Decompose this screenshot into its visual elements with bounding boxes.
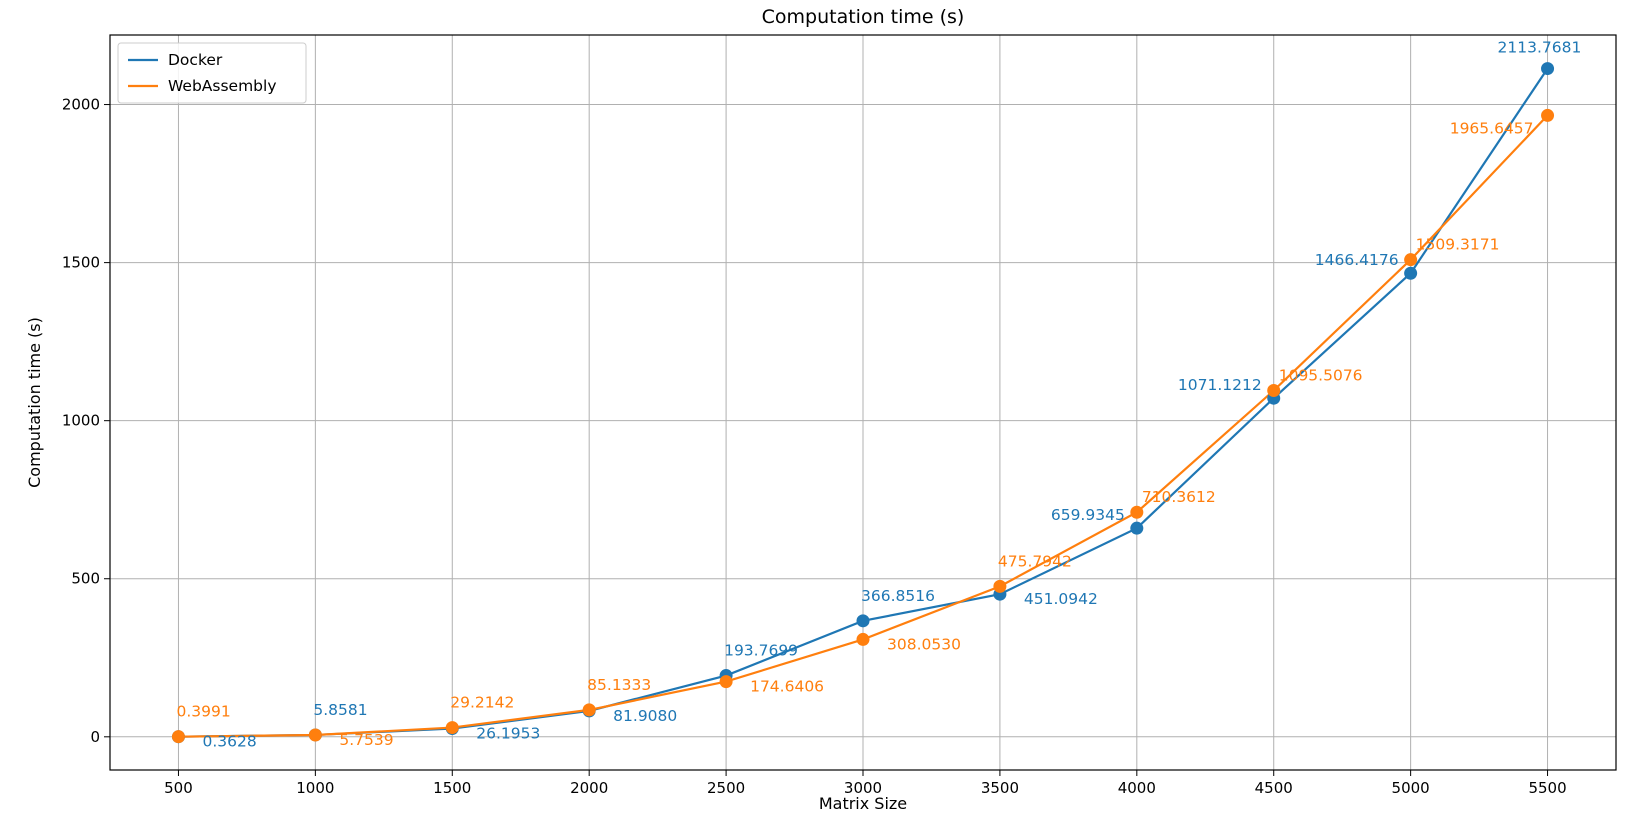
data-label-docker: 1466.4176 (1315, 251, 1399, 269)
x-tick-label: 4500 (1255, 779, 1293, 797)
data-labels: 0.3628 0.3991 5.8581 5.7539 26.1953 29.2142 81… (176, 39, 1581, 751)
x-tick-label: 3500 (981, 779, 1019, 797)
y-axis-ticks: 0 500 1000 1500 2000 (62, 96, 110, 746)
data-label-webassembly: 1509.3171 (1416, 236, 1500, 254)
data-label-docker: 1071.1212 (1178, 376, 1262, 394)
data-label-docker: 81.9080 (613, 707, 677, 725)
x-tick-label: 2000 (570, 779, 608, 797)
data-point-webassembly (856, 632, 870, 646)
y-tick-label: 1500 (62, 254, 100, 272)
data-label-docker: 2113.7681 (1498, 39, 1582, 57)
x-tick-label: 1000 (296, 779, 334, 797)
data-label-docker: 659.9345 (1051, 506, 1125, 524)
data-point-webassembly (171, 730, 185, 744)
data-point-docker (1404, 266, 1418, 280)
legend-box (117, 42, 307, 104)
legend-label-webassembly: WebAssembly (168, 77, 277, 95)
data-label-webassembly: 475.7942 (998, 552, 1072, 570)
x-tick-label: 4000 (1118, 779, 1156, 797)
data-label-docker: 5.8581 (313, 701, 367, 719)
data-point-webassembly (1130, 505, 1144, 519)
data-label-docker: 26.1953 (476, 725, 540, 743)
series-markers (171, 62, 1555, 744)
data-point-docker (856, 614, 870, 628)
data-label-docker: 451.0942 (1024, 590, 1098, 608)
chart-title: Computation time (s) (762, 6, 965, 28)
data-label-webassembly: 174.6406 (750, 678, 824, 696)
data-point-docker (1541, 62, 1555, 76)
x-tick-label: 5500 (1528, 779, 1566, 797)
data-label-webassembly: 1965.6457 (1450, 119, 1534, 137)
data-point-docker (1130, 521, 1144, 535)
data-label-docker: 366.8516 (861, 587, 935, 605)
data-label-webassembly: 0.3991 (176, 703, 230, 721)
data-point-webassembly (993, 579, 1007, 593)
legend: Docker WebAssembly (117, 42, 307, 104)
x-tick-label: 3000 (844, 779, 882, 797)
data-label-webassembly: 29.2142 (450, 694, 514, 712)
data-label-webassembly: 1095.5076 (1279, 366, 1363, 384)
x-tick-label: 1500 (433, 779, 471, 797)
data-label-webassembly: 5.7539 (339, 731, 393, 749)
data-point-webassembly (582, 703, 596, 717)
y-tick-label: 2000 (62, 96, 100, 114)
data-point-webassembly (445, 721, 459, 735)
y-axis-label: Computation time (s) (25, 317, 44, 488)
data-label-webassembly: 710.3612 (1142, 488, 1216, 506)
data-point-webassembly (1404, 253, 1418, 267)
data-label-docker: 193.7699 (724, 642, 798, 660)
y-tick-label: 500 (71, 570, 100, 588)
x-tick-label: 2500 (707, 779, 745, 797)
legend-label-docker: Docker (168, 51, 223, 69)
y-tick-label: 1000 (62, 412, 100, 430)
x-tick-label: 500 (164, 779, 193, 797)
x-axis-label: Matrix Size (819, 794, 907, 813)
x-tick-label: 5000 (1392, 779, 1430, 797)
data-point-webassembly (1267, 383, 1281, 397)
data-label-webassembly: 308.0530 (887, 635, 961, 653)
grid-lines (110, 35, 1616, 770)
data-point-webassembly (308, 728, 322, 742)
data-point-webassembly (1541, 108, 1555, 122)
data-point-webassembly (719, 675, 733, 689)
x-axis-ticks: 500 1000 1500 2000 2500 3000 3500 4000 4500 5000 5… (164, 770, 1567, 797)
data-label-webassembly: 85.1333 (587, 676, 651, 694)
y-tick-label: 0 (90, 728, 100, 746)
data-label-docker: 0.3628 (202, 733, 256, 751)
